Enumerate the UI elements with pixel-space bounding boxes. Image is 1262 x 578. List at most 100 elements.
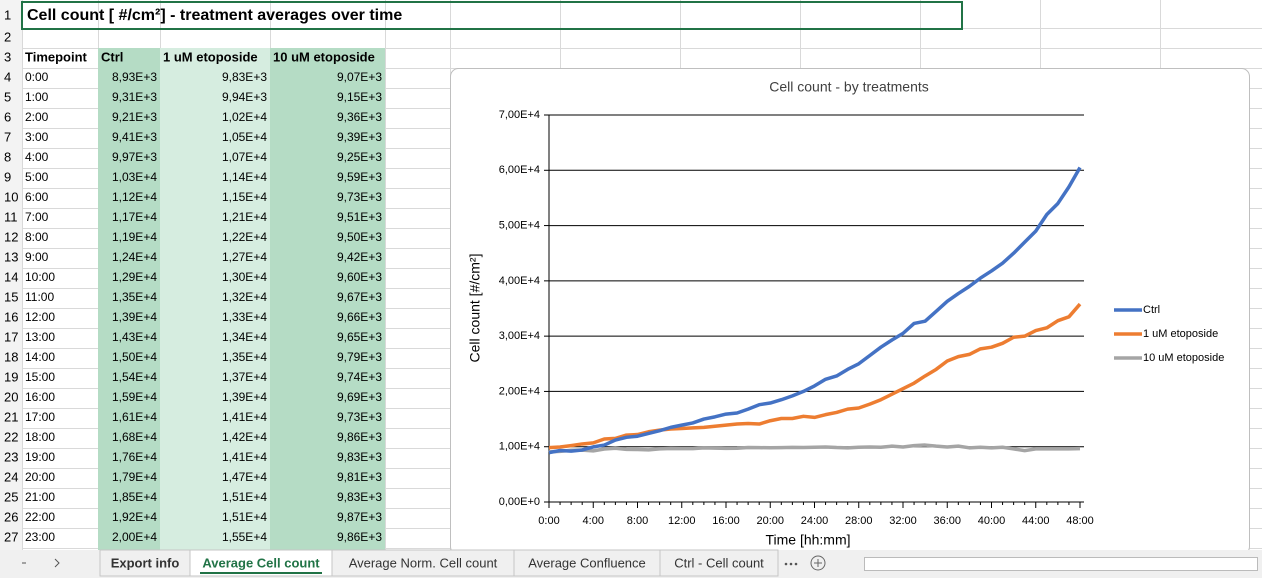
- sheet-tab[interactable]: [99, 549, 191, 577]
- y-tick-label: 2,00E+4: [499, 385, 540, 397]
- sheet-tab[interactable]: [513, 549, 661, 577]
- sheet-tab[interactable]: [659, 549, 779, 577]
- number-cell: 1,54E+4: [112, 370, 157, 384]
- tab-scroll-arrows[interactable]: [22, 558, 60, 568]
- time-cell: 22:00: [25, 510, 55, 524]
- x-tick-label: 16:00: [712, 515, 740, 527]
- more-tabs[interactable]: [784, 562, 798, 566]
- number-cell: 9,07E+3: [337, 70, 382, 84]
- number-cell: 1,41E+4: [222, 450, 267, 464]
- column-header: Timepoint: [25, 49, 88, 64]
- number-cell: 1,51E+4: [222, 490, 267, 504]
- time-cell: 12:00: [25, 310, 55, 324]
- time-cell: 19:00: [25, 450, 55, 464]
- row-number: 22: [4, 429, 18, 444]
- x-tick-label: 28:00: [845, 515, 873, 527]
- legend-label: 10 uM etoposide: [1143, 352, 1224, 364]
- x-tick-label: 40:00: [978, 515, 1006, 527]
- number-cell: 1,05E+4: [222, 130, 267, 144]
- number-cell: 1,17E+4: [112, 210, 157, 224]
- time-cell: 5:00: [25, 170, 49, 184]
- number-cell: 9,74E+3: [337, 370, 382, 384]
- tab-label: Export info: [111, 555, 180, 570]
- column-fill: [160, 48, 270, 550]
- row-number: 21: [4, 409, 18, 424]
- chart-title: Cell count - by treatments: [769, 79, 929, 95]
- row-number: 23: [4, 449, 18, 464]
- number-cell: 9,59E+3: [337, 170, 382, 184]
- x-tick-label: 8:00: [627, 515, 648, 527]
- row-number: 3: [4, 49, 11, 64]
- number-cell: 1,68E+4: [112, 430, 157, 444]
- number-cell: 1,50E+4: [112, 350, 157, 364]
- time-cell: 13:00: [25, 330, 55, 344]
- row-number: 9: [4, 169, 11, 184]
- time-cell: 7:00: [25, 210, 49, 224]
- number-cell: 1,24E+4: [112, 250, 157, 264]
- number-cell: 9,15E+3: [337, 90, 382, 104]
- x-tick-label: 4:00: [583, 515, 604, 527]
- number-cell: 1,33E+4: [222, 310, 267, 324]
- number-cell: 1,76E+4: [112, 450, 157, 464]
- column-fill: [270, 48, 385, 550]
- tabs: Export info Average Cell count Average Nor…: [99, 549, 779, 577]
- column-header: Ctrl: [101, 49, 123, 64]
- row-number: 7: [4, 129, 11, 144]
- number-cell: 9,60E+3: [337, 270, 382, 284]
- number-cell: 9,65E+3: [337, 330, 382, 344]
- number-cell: 1,32E+4: [222, 290, 267, 304]
- number-cell: 9,83E+3: [222, 70, 267, 84]
- row-number: 8: [4, 149, 11, 164]
- y-tick-label: 4,00E+4: [499, 275, 540, 287]
- row-number: 15: [4, 289, 18, 304]
- number-cell: 1,41E+4: [222, 410, 267, 424]
- number-cell: 1,30E+4: [222, 270, 267, 284]
- number-cell: 1,39E+4: [112, 310, 157, 324]
- number-cell: 9,39E+3: [337, 130, 382, 144]
- number-cell: 9,73E+3: [337, 190, 382, 204]
- row-number: 4: [4, 69, 11, 84]
- number-cell: 1,51E+4: [222, 510, 267, 524]
- time-cell: 4:00: [25, 150, 49, 164]
- time-cell: 21:00: [25, 490, 55, 504]
- number-cell: 9,31E+3: [112, 90, 157, 104]
- sheet-title: Cell count [ #/cm²] - treatment averages…: [27, 7, 402, 24]
- sheet-tab[interactable]: [189, 549, 333, 577]
- row-number: 10: [4, 189, 18, 204]
- time-cell: 17:00: [25, 410, 55, 424]
- number-cell: 1,12E+4: [112, 190, 157, 204]
- cells: 1234567891011121314151617181920212223242…: [4, 7, 385, 550]
- selected-cell[interactable]: [21, 1, 963, 30]
- row-number: 1: [4, 7, 11, 22]
- x-tick-label: 24:00: [801, 515, 829, 527]
- number-cell: 9,87E+3: [337, 510, 382, 524]
- y-tick-label: 5,00E+4: [499, 219, 540, 231]
- horizontal-scrollbar[interactable]: [864, 557, 1258, 571]
- row-number: 25: [4, 489, 18, 504]
- x-tick-label: 32:00: [889, 515, 917, 527]
- time-cell: 2:00: [25, 110, 49, 124]
- number-cell: 1,39E+4: [222, 390, 267, 404]
- number-cell: 9,69E+3: [337, 390, 382, 404]
- row-number: 2: [4, 29, 11, 44]
- tab-label: Ctrl - Cell count: [674, 555, 764, 570]
- row-number: 16: [4, 309, 18, 324]
- row-number: 24: [4, 469, 18, 484]
- number-cell: 1,21E+4: [222, 210, 267, 224]
- row-header-bg: [0, 0, 22, 550]
- row-number: 20: [4, 389, 18, 404]
- add-sheet-button[interactable]: [810, 555, 826, 571]
- row-number: 12: [4, 229, 18, 244]
- number-cell: 1,42E+4: [222, 430, 267, 444]
- y-tick-label: 1,00E+4: [499, 441, 540, 453]
- number-cell: 1,02E+4: [222, 110, 267, 124]
- time-cell: 14:00: [25, 350, 55, 364]
- sheet-tab[interactable]: [331, 549, 515, 577]
- x-tick-label: 48:00: [1066, 515, 1094, 527]
- time-cell: 3:00: [25, 130, 49, 144]
- y-axis-label: Cell count [#/cm²]: [467, 254, 483, 363]
- x-tick-label: 12:00: [668, 515, 696, 527]
- row-number: 27: [4, 529, 18, 544]
